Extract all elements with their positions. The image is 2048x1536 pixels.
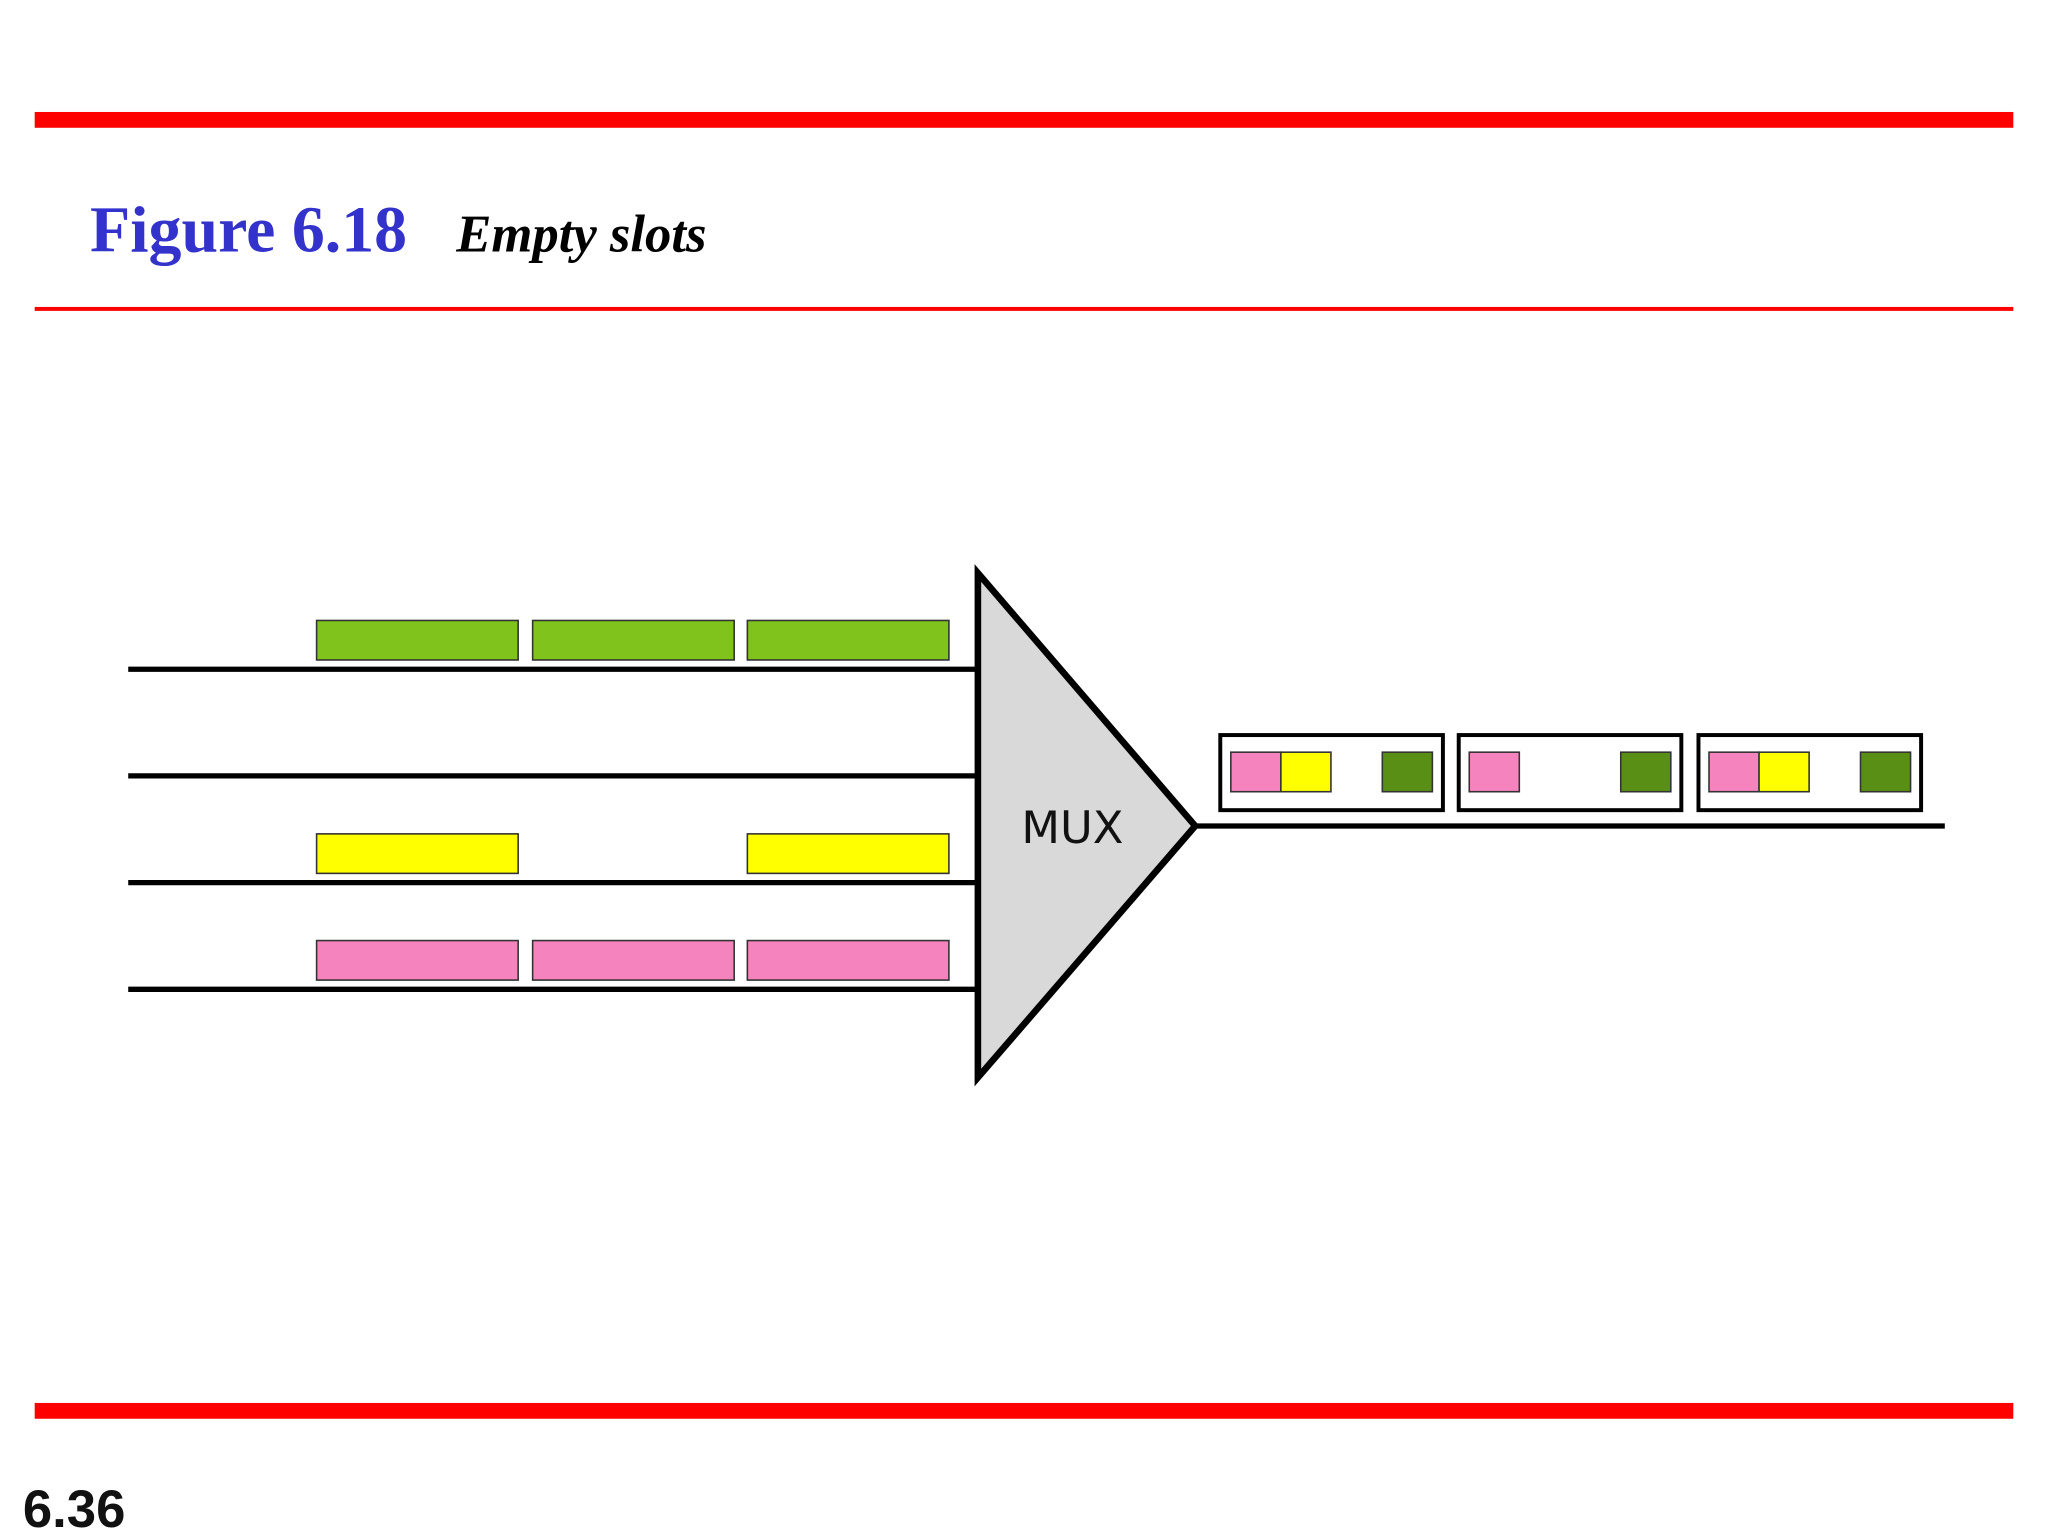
figure-caption: Empty slots	[455, 206, 706, 264]
output-frame-2	[1456, 733, 1684, 813]
output-frame-3	[1696, 733, 1924, 813]
green-slot	[531, 619, 735, 661]
yellow-frame-slot	[1280, 751, 1332, 793]
green-slot	[746, 619, 950, 661]
input-lines	[128, 619, 978, 992]
yellow-slot	[315, 833, 519, 875]
pink-slot	[315, 939, 519, 981]
figure-label: Figure 6.18	[90, 194, 407, 267]
input-line-1	[128, 619, 978, 672]
pink-frame-slot	[1230, 751, 1282, 793]
pink-frame-slot	[1468, 751, 1521, 793]
output-frame-1	[1218, 733, 1445, 813]
pink-slot	[746, 939, 950, 981]
yellow-frame-slot	[1758, 751, 1810, 793]
output-frames	[1218, 733, 1924, 813]
top-rule	[34, 111, 2014, 128]
mux-label: MUX	[1021, 801, 1123, 854]
page-number: 6.36	[23, 1480, 126, 1536]
title-rule	[34, 306, 2014, 311]
darkgreen-frame-slot	[1859, 751, 1912, 793]
pink-slot	[531, 939, 735, 981]
pink-frame-slot	[1708, 751, 1760, 793]
yellow-slot	[746, 833, 950, 875]
green-slot	[315, 619, 519, 661]
bottom-rule	[34, 1402, 2014, 1419]
input-line-3	[128, 833, 978, 886]
darkgreen-frame-slot	[1381, 751, 1434, 793]
input-line-4	[128, 939, 978, 992]
mux-triangle	[974, 564, 1200, 1087]
darkgreen-frame-slot	[1619, 751, 1672, 793]
